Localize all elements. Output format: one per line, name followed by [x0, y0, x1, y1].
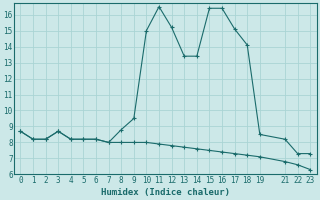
- X-axis label: Humidex (Indice chaleur): Humidex (Indice chaleur): [101, 188, 230, 197]
